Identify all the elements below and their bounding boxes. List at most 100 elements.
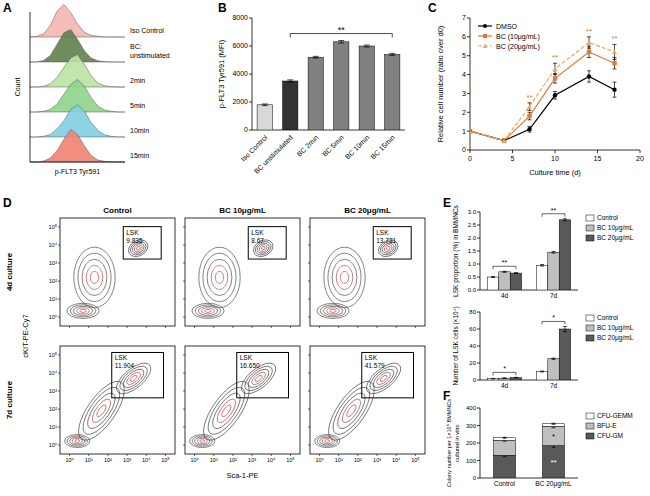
error-cap [552, 447, 556, 448]
plot-frame [60, 218, 175, 326]
y-axis-label: Relative cell number (ratio over d0) [436, 25, 445, 142]
x-tick [555, 150, 556, 153]
error-cap [491, 378, 495, 379]
error-cap [613, 97, 617, 98]
y-axis-label: LSK proportion (%) in BMMNCs [452, 204, 460, 296]
x-tick-label: 5 [511, 155, 515, 162]
legend-marker [483, 44, 487, 48]
x-tick-label: 10⁰ [190, 457, 199, 463]
x-tick-label: BC 2min [296, 134, 320, 158]
x-tick [194, 454, 195, 456]
contour [70, 437, 85, 445]
error-bar [552, 358, 556, 359]
column-title: Control [103, 206, 131, 215]
contour [320, 437, 335, 445]
bar [487, 277, 498, 290]
x-tick [88, 326, 89, 328]
contour [375, 370, 393, 387]
error-cap [553, 91, 557, 92]
error-cap [563, 326, 567, 327]
y-tick-label: 8000 [232, 14, 248, 21]
bar [257, 105, 272, 130]
contour [120, 366, 147, 391]
bar [499, 272, 510, 290]
series-label: unstimulated [130, 52, 170, 59]
error-cap [563, 218, 567, 219]
density-area [30, 130, 125, 163]
y-tick [58, 245, 60, 246]
contour [215, 271, 223, 283]
contour [125, 370, 143, 387]
x-tick [69, 454, 70, 456]
y-tick [308, 245, 310, 246]
y-tick [183, 355, 185, 356]
error-cap [552, 359, 556, 360]
x-tick-label: BC 5min [321, 134, 345, 158]
x-tick-label: 10⁵ [411, 457, 419, 463]
plot-area [190, 358, 281, 448]
x-tick-label: 10⁴ [392, 457, 401, 463]
x-tick-label: 10¹ [85, 457, 93, 463]
x-tick [232, 326, 233, 328]
y-tick-label: 200 [466, 440, 477, 446]
legend-label: BC 20μg/mL [597, 234, 634, 242]
y-tick [183, 409, 185, 410]
error-bar [528, 103, 532, 111]
bracket [493, 372, 516, 375]
plot-frame [185, 346, 300, 454]
y-tick [308, 427, 310, 428]
x-axis-label: Sca-1-PE [226, 471, 258, 480]
error-bar [552, 252, 556, 254]
contour [250, 370, 268, 387]
y-tick [308, 227, 310, 228]
y-tick [183, 245, 185, 246]
y-tick-label: 2.0 [468, 235, 477, 241]
marker [470, 129, 472, 134]
panel-letter: A [3, 1, 12, 15]
significance: ** [586, 27, 592, 36]
x-tick-label: 10³ [373, 457, 381, 463]
error-cap [503, 437, 507, 438]
error-cap [587, 36, 591, 37]
contour [328, 253, 361, 301]
x-tick-label: 10⁴ [142, 457, 151, 463]
x-axis-label: p-FLT3 Tyr591 [55, 168, 100, 176]
x-tick [512, 150, 513, 153]
x-tick-label: 10⁰ [315, 457, 324, 463]
error-bar [553, 74, 557, 83]
error-cap [262, 105, 268, 106]
error-cap [364, 45, 370, 46]
legend-label: CFU-GM [597, 432, 623, 439]
y-tick-label: 7 [462, 14, 466, 21]
y-tick-label: 0 [462, 146, 466, 153]
y-axis-label: p-FLT3 Tyr591 (MFI) [217, 39, 226, 108]
error-bar [503, 377, 507, 379]
bar [499, 378, 510, 380]
marker [587, 50, 591, 54]
y-tick-label: 10⁰ [49, 314, 58, 320]
contour [195, 305, 221, 317]
contour [75, 440, 80, 443]
legend-label: BC (10μg/mL) [496, 33, 540, 41]
y-tick [183, 391, 185, 392]
y-tick-label: 80 [469, 309, 476, 315]
gate-value: 8.67 [251, 237, 264, 244]
gate-value: 41.579 [365, 362, 385, 369]
y-tick [308, 409, 310, 410]
error-cap [552, 424, 556, 425]
contour [199, 247, 240, 307]
y-axis-label: Count [14, 78, 21, 97]
contour [250, 237, 275, 260]
contour [190, 435, 215, 448]
x-tick [470, 150, 471, 153]
x-tick-label: BC 20μg/mL [535, 480, 572, 488]
y-tick [183, 263, 185, 264]
panel-letter: C [428, 1, 437, 15]
plot-area [315, 358, 406, 448]
y-tick-label: 1.5 [468, 248, 477, 254]
marker [527, 114, 531, 118]
marker [612, 61, 616, 65]
contour [192, 303, 224, 318]
significance: ** [551, 207, 557, 214]
error-cap [540, 371, 544, 372]
